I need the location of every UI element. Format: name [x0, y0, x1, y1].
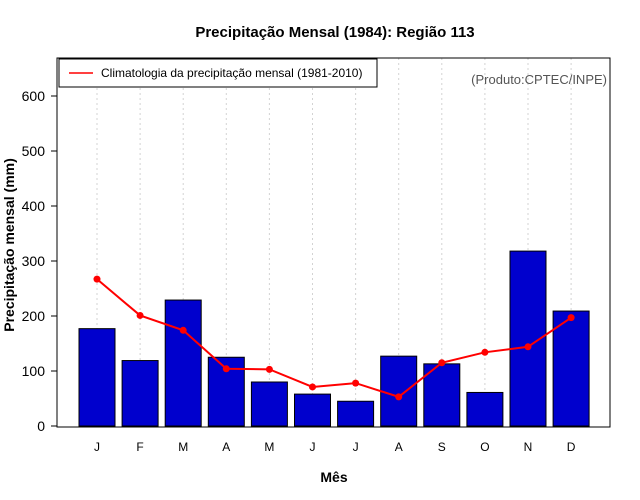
- bar-series: [78, 250, 590, 427]
- plot-frame: [56, 57, 611, 428]
- x-tick-label: N: [524, 440, 533, 454]
- product-credit: (Produto:CPTEC/INPE): [471, 72, 607, 87]
- grid-lines: [96, 58, 572, 427]
- x-tick-label: J: [94, 440, 100, 454]
- climatology-point-2: [136, 311, 144, 319]
- y-tick-label: 300: [22, 253, 46, 269]
- legend-box: [58, 58, 378, 88]
- bar-1: [78, 328, 116, 427]
- legend-entry-climatology: Climatologia da precipitação mensal (198…: [101, 66, 362, 80]
- x-tick-label: F: [136, 440, 143, 454]
- y-tick-label: 100: [22, 363, 46, 379]
- x-tick-label: D: [567, 440, 576, 454]
- climatology-point-10: [481, 348, 489, 356]
- chart-title: Precipitação Mensal (1984): Região 113: [195, 24, 474, 41]
- bar-3: [164, 299, 202, 427]
- climatology-point-8: [395, 393, 403, 401]
- x-tick-label: A: [222, 440, 230, 454]
- y-tick-label: 0: [37, 418, 45, 434]
- climatology-point-3: [179, 326, 187, 334]
- legend: Climatologia da precipitação mensal (198…: [58, 58, 378, 88]
- climatology-point-5: [265, 365, 273, 373]
- x-tick-label: M: [264, 440, 274, 454]
- bar-5: [250, 381, 288, 427]
- x-tick-label: O: [480, 440, 489, 454]
- climatology-line-series: [93, 275, 575, 401]
- climatology-point-1: [93, 275, 101, 283]
- y-tick-label: 500: [22, 143, 46, 159]
- bar-10: [466, 391, 504, 427]
- climatology-point-7: [352, 379, 360, 387]
- x-tick-label: J: [353, 440, 359, 454]
- y-tick-label: 600: [22, 88, 46, 104]
- climatology-point-9: [438, 359, 446, 367]
- y-tick-label: 400: [22, 198, 46, 214]
- bar-6: [294, 393, 331, 427]
- y-tick-label: 200: [22, 308, 46, 324]
- x-tick-label: S: [438, 440, 446, 454]
- x-tick-label: J: [310, 440, 316, 454]
- bar-7: [337, 400, 375, 427]
- bar-12: [552, 310, 590, 427]
- y-axis-label: Precipitação mensal (mm): [1, 158, 17, 332]
- x-tick-label: A: [395, 440, 403, 454]
- climatology-line: [96, 278, 572, 398]
- climatology-point-4: [222, 365, 230, 373]
- x-axis-label: Mês: [320, 469, 347, 485]
- climatology-point-12: [567, 314, 575, 322]
- bar-8: [380, 355, 418, 427]
- climatology-point-11: [524, 343, 532, 351]
- x-tick-label: M: [178, 440, 188, 454]
- y-axis: 0 100 200 300 400 500 600: [22, 88, 57, 434]
- bar-2: [121, 360, 159, 427]
- bar-9: [423, 363, 461, 427]
- climatology-point-6: [309, 383, 316, 391]
